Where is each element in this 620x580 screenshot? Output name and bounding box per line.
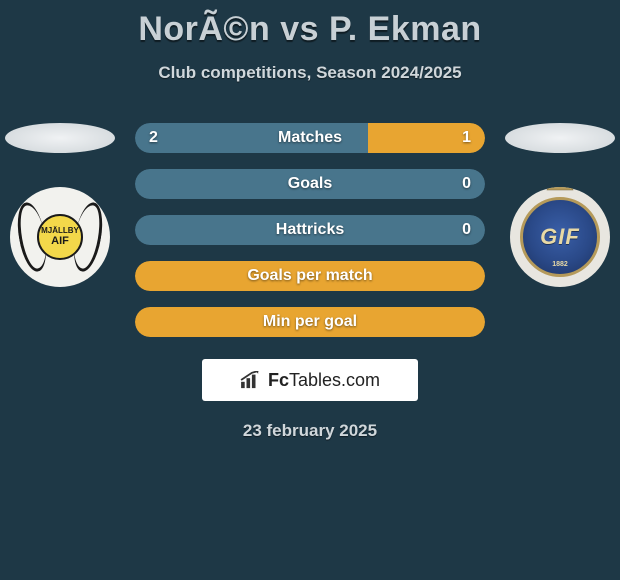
- club-crest-right: GIF 1882: [510, 187, 610, 287]
- branding-rest: Tables.com: [289, 370, 380, 390]
- stat-label: Goals per match: [247, 267, 372, 285]
- stat-label: Hattricks: [276, 221, 344, 239]
- comparison-card: NorÃ©n vs P. Ekman Club competitions, Se…: [0, 0, 620, 441]
- stat-label: Goals: [288, 175, 332, 193]
- crest-left-inner: MJÄLLBY AIF: [23, 200, 97, 274]
- stat-value-right: 0: [462, 175, 471, 193]
- chart-icon: [240, 371, 262, 389]
- player-silhouette-left: [5, 123, 115, 153]
- content-area: MJÄLLBY AIF GIF 1882 Matches: [0, 123, 620, 441]
- club-crest-left: MJÄLLBY AIF: [10, 187, 110, 287]
- crest-right-monogram: GIF: [540, 224, 580, 250]
- crest-left-badge-top: MJÄLLBY: [41, 227, 79, 235]
- crest-left-badge-bottom: AIF: [51, 236, 69, 247]
- stat-row: Matches 2 1: [135, 123, 485, 153]
- player-silhouette-right: [505, 123, 615, 153]
- stat-row: Goals per match: [135, 261, 485, 291]
- branding-bold: Fc: [268, 370, 289, 390]
- crest-right-inner: GIF 1882: [520, 197, 600, 277]
- stats-list: Matches 2 1 Goals 0 Hattricks 0 Goals per match…: [135, 123, 485, 337]
- crown-icon: [545, 187, 575, 191]
- crest-left-badge: MJÄLLBY AIF: [37, 214, 83, 260]
- crest-right-year: 1882: [552, 261, 568, 268]
- stat-label: Min per goal: [263, 313, 357, 331]
- stat-row: Min per goal: [135, 307, 485, 337]
- page-title: NorÃ©n vs P. Ekman: [0, 0, 620, 49]
- page-subtitle: Club competitions, Season 2024/2025: [0, 63, 620, 83]
- right-column: GIF 1882: [500, 123, 620, 287]
- stat-value-right: 0: [462, 221, 471, 239]
- stat-label: Matches: [278, 129, 342, 147]
- footer-date: 23 february 2025: [0, 421, 620, 441]
- branding-text: FcTables.com: [268, 370, 380, 391]
- stat-row: Goals 0: [135, 169, 485, 199]
- stat-value-left: 2: [149, 129, 158, 147]
- stat-row: Hattricks 0: [135, 215, 485, 245]
- stat-value-right: 1: [462, 129, 471, 147]
- branding-badge: FcTables.com: [202, 359, 418, 401]
- left-column: MJÄLLBY AIF: [0, 123, 120, 287]
